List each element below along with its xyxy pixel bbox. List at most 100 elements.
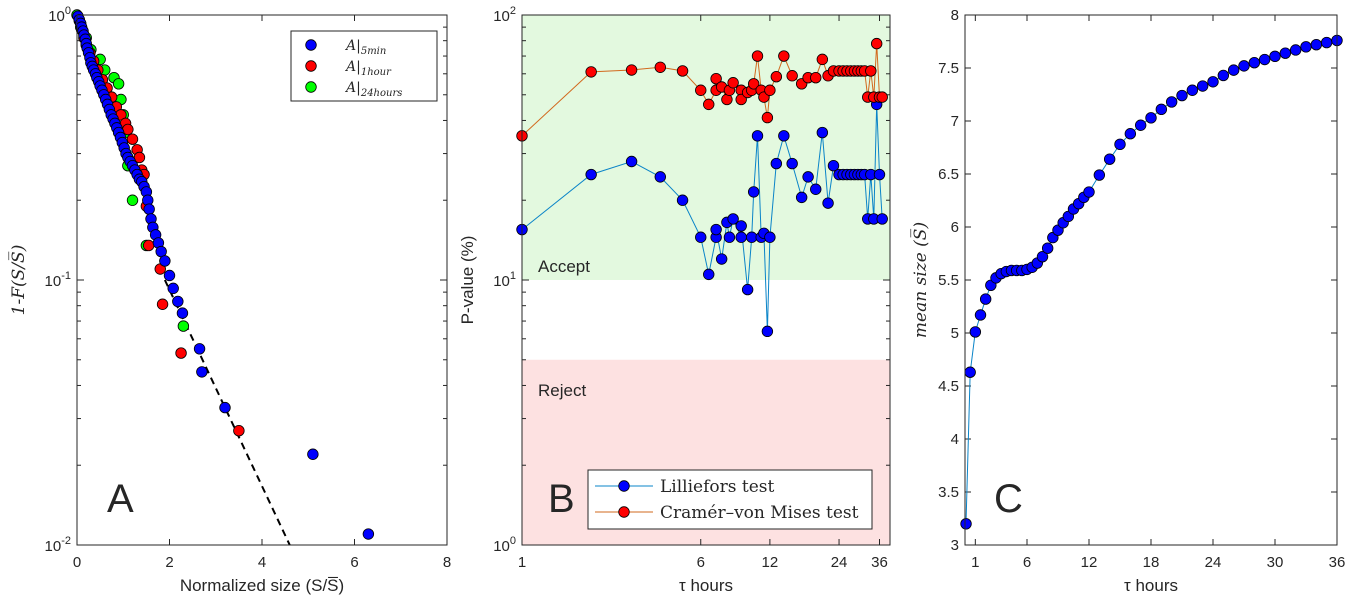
data-point [112, 78, 125, 90]
data-point [751, 50, 764, 62]
y-tick-label: 5 [951, 325, 959, 342]
data-point [778, 50, 790, 62]
data-point [1041, 242, 1054, 254]
x-axis-label: Normalized size (S/S̅) [180, 576, 344, 595]
data-point [1269, 50, 1281, 63]
data-point [193, 343, 206, 355]
x-tick-label: 24 [831, 554, 848, 571]
data-point [703, 268, 715, 281]
legend-label: Cramér–von Mises test [660, 503, 859, 523]
data-point [156, 298, 169, 310]
y-tick-label: 4.5 [938, 378, 959, 395]
data-point [764, 84, 776, 96]
data-point [727, 77, 739, 89]
data-point [751, 130, 764, 142]
data-point [770, 157, 783, 170]
data-point [695, 84, 707, 96]
data-point [126, 194, 139, 206]
data-point [142, 239, 155, 252]
data-point [960, 518, 972, 530]
data-point [870, 37, 883, 50]
data-point [735, 93, 747, 106]
x-tick-label: 8 [443, 554, 451, 571]
legend-marker [305, 60, 317, 72]
legend-label: Lilliefors test [660, 477, 774, 497]
data-point [735, 231, 747, 243]
x-tick-label: 30 [1267, 554, 1284, 571]
data-point [307, 448, 319, 460]
data-point [585, 168, 597, 181]
panel-b: Accept Reject 100 101 102 1 6 12 24 36 Lilliefors … [458, 5, 891, 595]
data-point [1248, 57, 1261, 69]
data-point [735, 220, 747, 232]
y-tick-label: 100 [493, 535, 516, 555]
data-point [1207, 76, 1219, 88]
data-point [727, 213, 739, 225]
data-point [810, 183, 822, 195]
data-point [585, 66, 597, 78]
data-point [770, 71, 783, 83]
y-tick-label: 6.5 [938, 166, 959, 183]
data-point [865, 65, 877, 77]
data-point [1279, 47, 1292, 59]
data-point [362, 528, 375, 540]
panel-a-plot-area [77, 15, 447, 545]
data-point [167, 282, 179, 295]
data-point [1238, 60, 1250, 72]
data-point [778, 130, 790, 142]
data-point [710, 72, 722, 85]
data-point [810, 71, 822, 84]
data-point [723, 231, 736, 243]
panel-c-plot-area [965, 15, 1337, 545]
data-point [163, 269, 176, 282]
legend-marker [618, 480, 630, 492]
data-point [1320, 36, 1333, 49]
data-point [827, 159, 840, 172]
legend-marker [305, 39, 317, 51]
data-point [974, 309, 987, 321]
x-tick-label: 36 [871, 554, 888, 571]
x-axis-label: τ hours [679, 576, 733, 595]
data-point [1145, 112, 1157, 124]
data-point [654, 61, 666, 73]
y-axis-label: P-value (%) [458, 236, 477, 325]
region-accept [522, 15, 890, 280]
x-tick-label: 6 [1023, 554, 1031, 571]
data-point [1036, 250, 1049, 263]
legend-box [587, 469, 873, 530]
accept-label: Accept [538, 257, 590, 276]
data-point [1300, 41, 1312, 53]
legend-label: A|1hour [344, 59, 392, 78]
x-tick-label: 18 [1143, 554, 1160, 571]
panel-a: 10-2 10-1 100 0 2 4 6 8 A|5min A|1hour A|24hours No… [8, 5, 451, 595]
data-point [964, 366, 976, 378]
data-point [786, 70, 798, 82]
legend-label: A|24hours [344, 80, 402, 99]
data-point [741, 283, 754, 296]
data-point [1114, 138, 1126, 151]
data-point [747, 78, 760, 90]
legend-marker [305, 81, 317, 93]
data-point [175, 347, 187, 359]
x-tick-label: 6 [350, 554, 358, 571]
data-point [969, 326, 982, 338]
y-tick-label: 100 [48, 5, 71, 25]
data-point [747, 186, 760, 198]
x-tick-label: 1 [971, 554, 979, 571]
panel-b-axes [521, 14, 891, 546]
data-point [1196, 80, 1209, 92]
y-axis-label: 1-F(S/S̅) [8, 245, 29, 316]
data-point [143, 203, 155, 215]
data-point [177, 320, 190, 332]
panel-letter: A [107, 477, 134, 521]
x-tick-label: 1 [518, 554, 526, 571]
data-point [625, 64, 638, 76]
data-point [786, 157, 798, 170]
legend-marker [618, 506, 630, 518]
y-tick-label: 101 [493, 270, 516, 290]
data-point [172, 295, 184, 308]
data-point [1093, 169, 1106, 181]
y-tick-label: 4 [951, 431, 959, 448]
y-tick-label: 7.5 [938, 60, 959, 77]
y-tick-label: 6 [951, 219, 959, 236]
